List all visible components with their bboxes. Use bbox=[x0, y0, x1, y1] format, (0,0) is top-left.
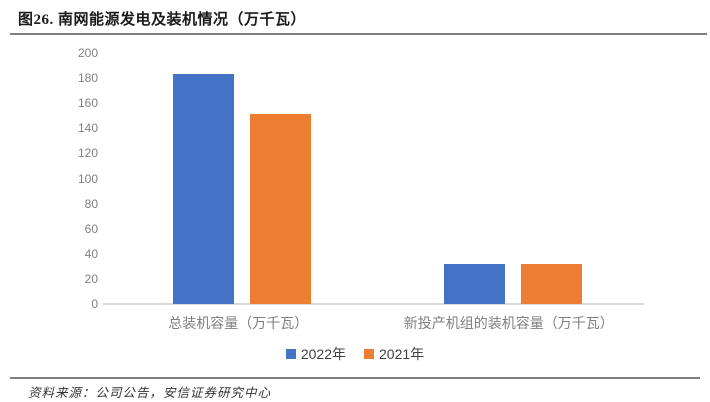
footer-divider bbox=[10, 377, 700, 379]
bar-2022年-1 bbox=[443, 263, 505, 304]
y-tick-label: 180 bbox=[77, 71, 98, 86]
y-tick-label: 80 bbox=[84, 196, 98, 211]
legend-swatch-icon bbox=[364, 349, 374, 359]
x-axis-line bbox=[103, 303, 644, 305]
chart-legend: 2022年 2021年 bbox=[0, 345, 710, 363]
y-tick-label: 140 bbox=[77, 121, 98, 136]
bar-2021年-1 bbox=[520, 263, 582, 304]
legend-item-2021年: 2021年 bbox=[364, 344, 424, 364]
category-label-0: 总装机容量（万千瓦） bbox=[168, 315, 309, 331]
legend-label: 2022年 bbox=[300, 346, 346, 362]
y-tick-label: 200 bbox=[77, 46, 98, 60]
y-tick-label: 60 bbox=[84, 221, 98, 236]
legend-item-2022年: 2022年 bbox=[285, 344, 346, 364]
y-tick-label: 0 bbox=[91, 297, 98, 311]
legend-label: 2021年 bbox=[379, 346, 425, 362]
figure-title: 图26. 南网能源发电及装机情况（万千瓦） bbox=[18, 12, 307, 28]
y-tick-label: 160 bbox=[77, 96, 98, 111]
y-tick-label: 120 bbox=[77, 146, 98, 161]
y-tick-label: 20 bbox=[84, 271, 98, 286]
bar-2022年-0 bbox=[173, 74, 235, 304]
bar-2021年-0 bbox=[250, 114, 312, 304]
y-tick-label: 100 bbox=[77, 171, 98, 186]
title-divider bbox=[10, 33, 707, 35]
legend-swatch-icon bbox=[285, 349, 296, 359]
category-label-1: 新投产机组的装机容量（万千瓦） bbox=[403, 315, 614, 331]
y-tick-label: 40 bbox=[84, 246, 98, 261]
source-note: 资料来源：公司公告，安信证券研究中心 bbox=[28, 386, 272, 400]
